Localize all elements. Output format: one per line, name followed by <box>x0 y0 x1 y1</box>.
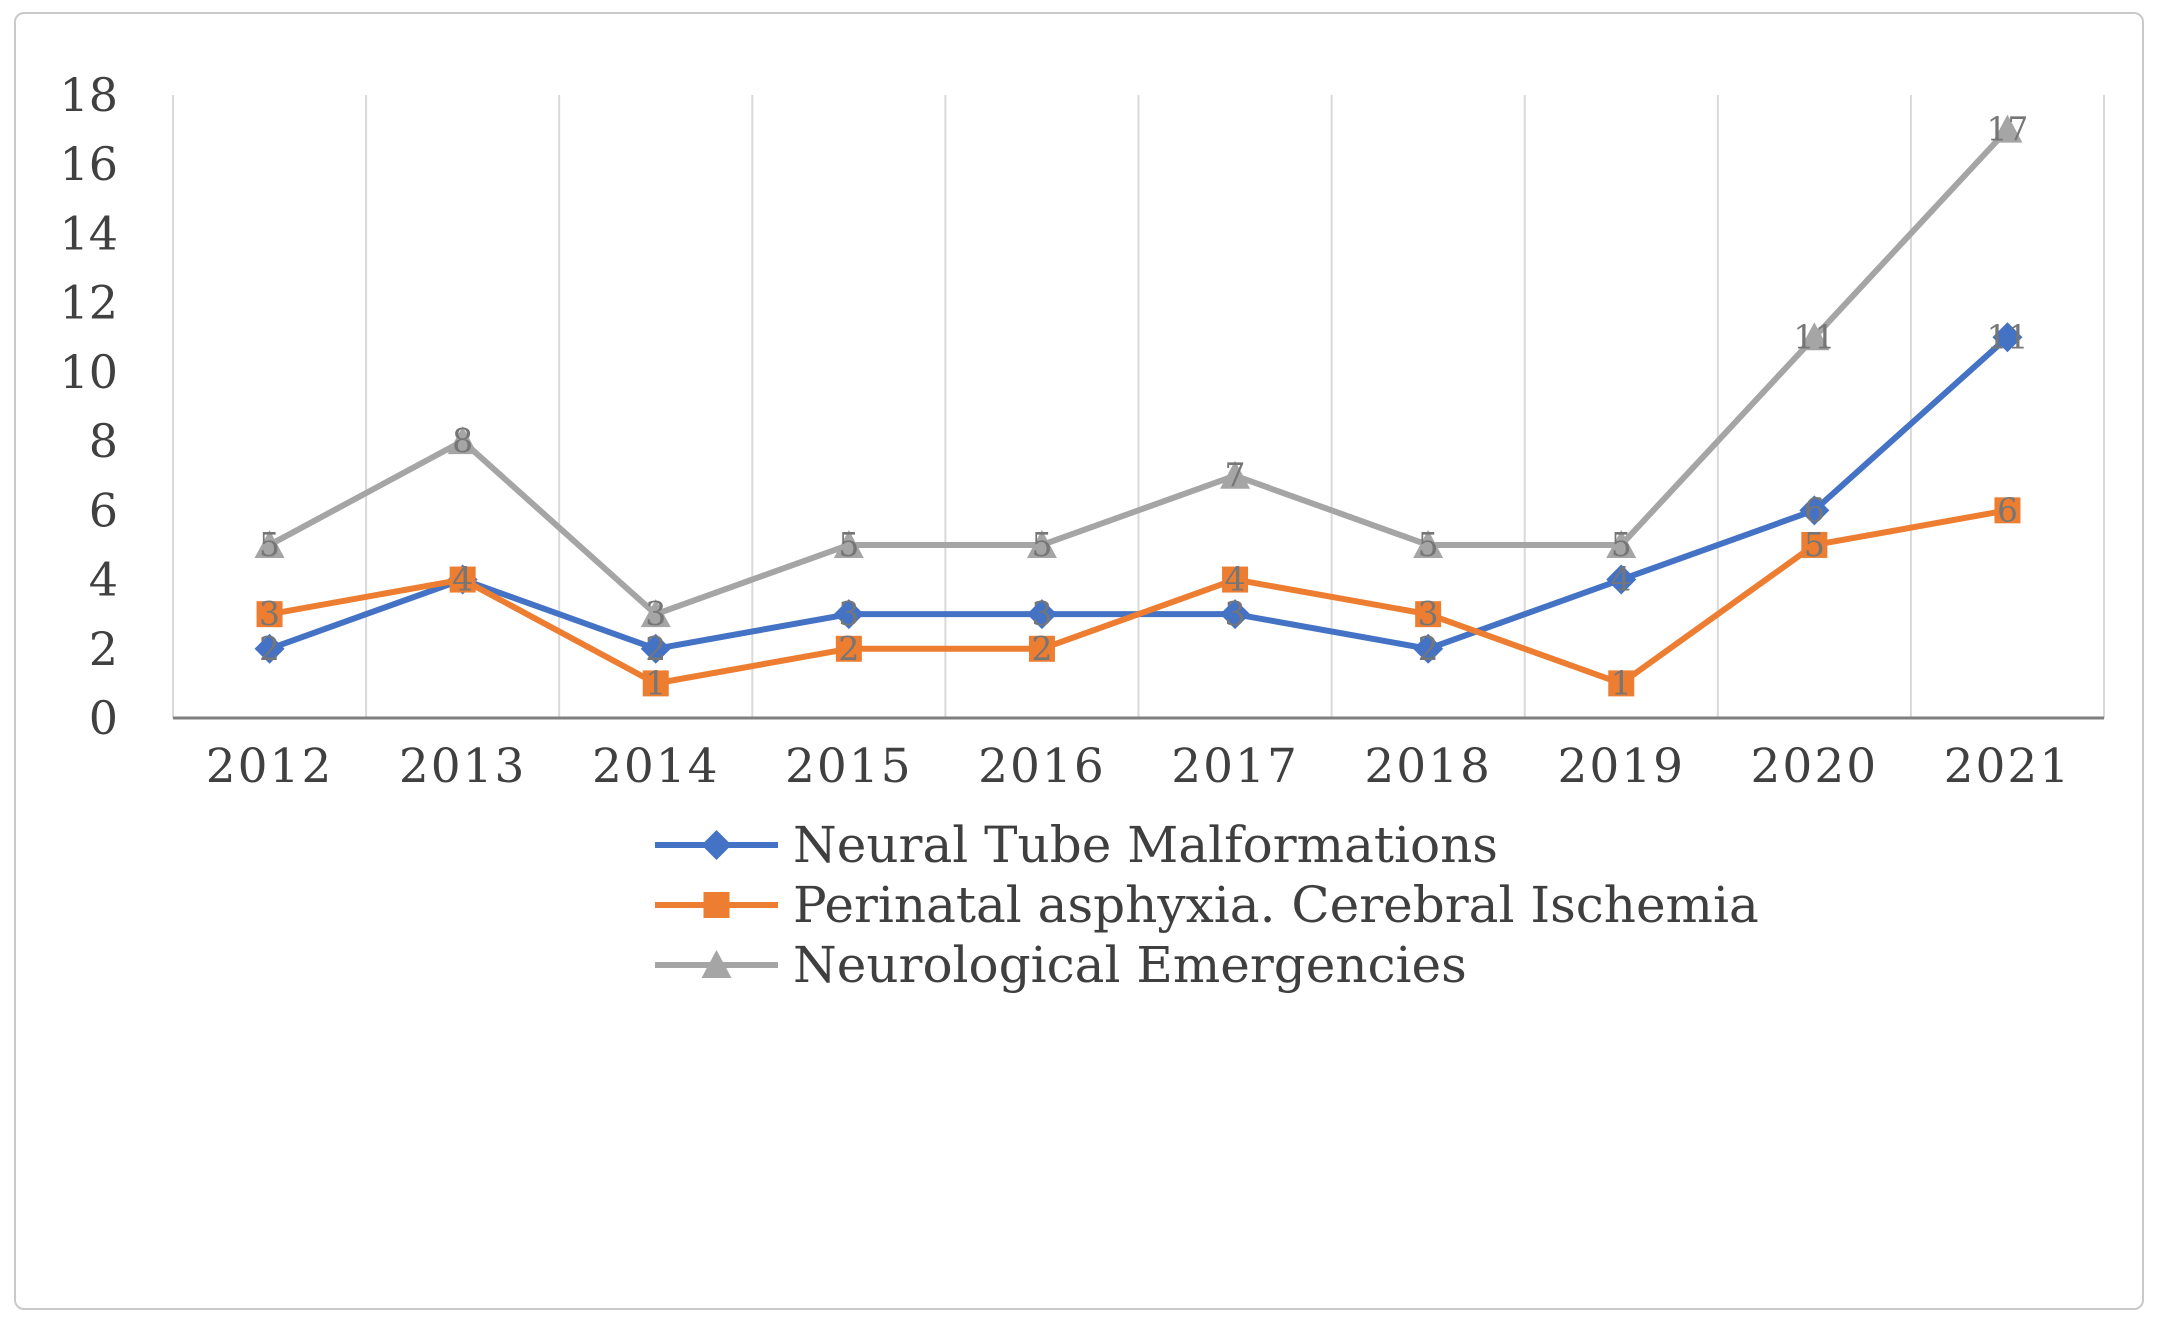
data-label: 3 <box>1031 594 1052 633</box>
data-point-marker <box>640 599 671 628</box>
data-point-marker <box>1992 322 2023 353</box>
x-axis-label: 2012 <box>206 739 334 794</box>
legend-label: Neurological Emergencies <box>793 936 1467 994</box>
data-point-marker <box>1220 599 1251 630</box>
y-tick-label: 2 <box>89 622 118 676</box>
data-point-marker <box>1026 599 1057 630</box>
data-label: 11 <box>1793 317 1835 356</box>
series-line <box>266 126 2011 618</box>
data-point-marker <box>1608 670 1635 697</box>
data-label: 2 <box>1031 629 1052 668</box>
x-axis-label: 2016 <box>978 739 1106 794</box>
data-point-marker <box>1799 495 1830 526</box>
data-label: 2 <box>645 629 666 668</box>
data-point-marker <box>701 950 732 978</box>
data-point-marker <box>1413 529 1444 558</box>
data-point-marker <box>833 529 864 558</box>
data-label: 1 <box>645 663 666 702</box>
data-point-marker <box>1222 566 1249 593</box>
data-point-marker <box>833 599 864 630</box>
data-point-marker <box>1220 460 1251 489</box>
data-label: 2 <box>1418 629 1439 668</box>
y-tick-label: 0 <box>89 691 118 745</box>
data-label: 3 <box>838 594 859 633</box>
y-tick-label: 18 <box>59 68 118 122</box>
x-axis-label: 2014 <box>592 739 720 794</box>
data-point-marker <box>640 633 671 664</box>
data-point-marker <box>1799 322 1830 351</box>
data-label: 7 <box>1225 456 1246 495</box>
data-point-marker <box>1992 114 2023 143</box>
data-point-marker <box>642 670 669 697</box>
data-point-marker <box>1606 564 1637 595</box>
x-axis-label: 2019 <box>1557 739 1685 794</box>
data-label: 4 <box>452 560 473 599</box>
legend-label: Perinatal asphyxia. Cerebral Ischemia <box>793 876 1759 934</box>
data-point-marker <box>1413 633 1444 664</box>
y-tick-label: 8 <box>89 414 118 468</box>
data-label: 5 <box>838 525 859 564</box>
data-label: 5 <box>1611 525 1632 564</box>
data-label: 3 <box>259 594 280 633</box>
data-point-marker <box>701 830 732 860</box>
data-point-marker <box>1026 529 1057 558</box>
data-label: 5 <box>1418 525 1439 564</box>
x-axis-label: 2017 <box>1171 739 1299 794</box>
data-label: 4 <box>452 560 473 599</box>
data-label: 2 <box>838 629 859 668</box>
data-point-marker <box>703 892 730 918</box>
data-label: 2 <box>259 629 280 668</box>
data-point-marker <box>254 529 285 558</box>
data-label: 4 <box>1225 560 1246 599</box>
y-tick-label: 16 <box>59 137 118 191</box>
x-axis-label: 2015 <box>785 739 913 794</box>
data-label: 6 <box>1804 490 1825 529</box>
data-label: 4 <box>1611 560 1632 599</box>
series-line <box>266 507 2011 687</box>
data-label: 11 <box>1986 317 2028 356</box>
data-point-marker <box>1801 531 1828 558</box>
data-label: 5 <box>1031 525 1052 564</box>
data-label: 3 <box>1225 594 1246 633</box>
data-label: 3 <box>1418 594 1439 633</box>
data-point-marker <box>1606 529 1637 558</box>
data-point-marker <box>1028 635 1055 662</box>
y-tick-label: 4 <box>89 553 118 607</box>
data-point-marker <box>254 633 285 664</box>
data-point-marker <box>1994 497 2021 524</box>
x-axis-label: 2018 <box>1364 739 1492 794</box>
y-tick-label: 10 <box>59 345 118 399</box>
x-axis-label: 2013 <box>399 739 527 794</box>
data-point-marker <box>1415 601 1442 628</box>
y-tick-label: 6 <box>89 483 118 537</box>
data-label: 8 <box>452 421 473 460</box>
figure-border <box>14 12 2144 1310</box>
data-label: 3 <box>645 594 666 633</box>
y-tick-label: 14 <box>59 206 118 260</box>
data-point-marker <box>256 601 283 628</box>
x-axis-label: 2020 <box>1751 739 1879 794</box>
data-label: 6 <box>1997 490 2018 529</box>
data-label: 17 <box>1986 110 2028 149</box>
legend-label: Neural Tube Malformations <box>793 816 1498 874</box>
data-point-marker <box>835 635 862 662</box>
x-axis-label: 2021 <box>1944 739 2072 794</box>
y-tick-label: 12 <box>59 276 118 330</box>
data-label: 5 <box>1804 525 1825 564</box>
data-point-marker <box>447 426 478 455</box>
data-label: 1 <box>1611 663 1632 702</box>
data-label: 5 <box>259 525 280 564</box>
data-point-marker <box>449 566 476 593</box>
